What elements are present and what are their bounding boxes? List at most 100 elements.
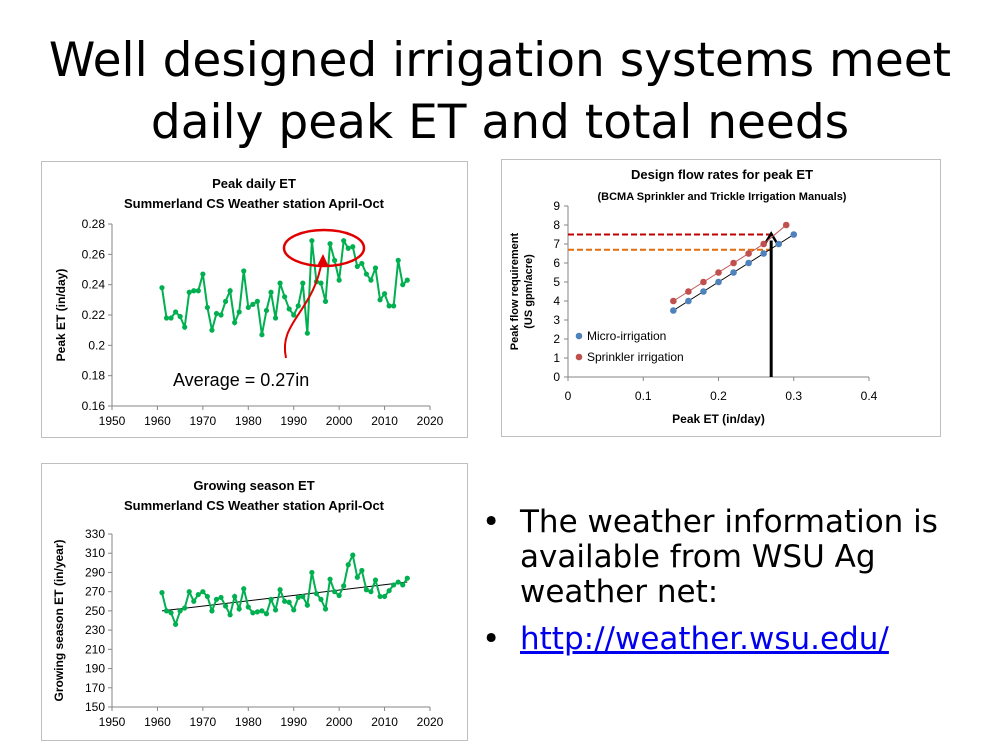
season-et-data-point <box>272 607 279 613</box>
peak-et-data-point <box>400 282 406 288</box>
season-et-data-point <box>209 608 215 614</box>
peak-et-data-point <box>300 280 306 286</box>
peak-et-data-point <box>213 310 220 317</box>
season-et-data-point <box>186 589 192 595</box>
peak-et-x-tick-label: 1970 <box>190 414 217 428</box>
peak-et-data-point <box>295 303 301 309</box>
peak-et-data-point <box>232 319 238 326</box>
flow-x-tick-label: 0 <box>565 389 572 403</box>
flow-micro-point <box>730 269 737 276</box>
flow-x-axis-label: Peak ET (in/day) <box>672 412 765 426</box>
season-et-x-tick-label: 1960 <box>144 715 171 729</box>
season-et-data-point <box>182 605 188 611</box>
season-et-y-tick-label: 150 <box>85 700 105 714</box>
season-et-x-tick-label: 1950 <box>99 715 126 729</box>
peak-et-data-point <box>268 289 274 295</box>
peak-et-data-point <box>182 324 188 330</box>
flow-sprinkler-point <box>782 221 790 229</box>
season-et-data-point <box>163 608 170 614</box>
peak-et-data-point <box>236 309 242 315</box>
season-et-data-point <box>341 583 347 589</box>
peak-et-data-point <box>327 241 333 247</box>
season-et-data-point <box>227 612 233 618</box>
season-et-data-point <box>395 579 401 585</box>
season-et-data-point <box>291 607 297 613</box>
season-et-title: Growing season ET <box>193 478 314 493</box>
peak-et-data-point <box>177 313 183 320</box>
flow-y-tick-label: 8 <box>553 218 560 232</box>
flow-legend-sprinkler-marker <box>575 353 583 361</box>
weather-link[interactable]: http://weather.wsu.edu/ <box>520 621 889 657</box>
peak-et-data-point <box>241 268 247 274</box>
design-flow-svg: Design flow rates for peak ET (BCMA Sprin… <box>509 167 878 426</box>
flow-arrow-head <box>764 231 779 245</box>
flow-sprinkler-point <box>700 278 707 286</box>
growing-season-et-chart: Growing season ET Summerland CS Weather s… <box>41 463 468 741</box>
season-et-data-point <box>354 574 360 580</box>
season-et-data-point <box>400 582 406 588</box>
peak-et-data-point <box>163 315 170 321</box>
flow-legend-micro-marker <box>575 332 583 340</box>
peak-et-data-point <box>282 294 288 300</box>
season-et-data-point <box>259 608 265 614</box>
season-et-data-point <box>327 576 333 582</box>
peak-et-data-point <box>250 301 256 307</box>
season-et-data-point <box>277 587 283 593</box>
season-et-y-tick-label: 270 <box>85 585 105 599</box>
season-et-data-point <box>322 606 329 612</box>
season-et-data-point <box>345 562 351 568</box>
flow-sprinkler-point <box>685 288 692 295</box>
season-et-y-tick-label: 310 <box>85 546 105 560</box>
peak-et-x-tick-label: 1960 <box>144 414 171 428</box>
peak-et-data-point <box>363 271 369 277</box>
peak-et-data-point <box>227 288 233 294</box>
bullet-weather-info: The weather information is available fro… <box>482 505 962 610</box>
peak-et-data-point <box>322 298 329 304</box>
season-et-data-point <box>282 598 288 604</box>
peak-et-data-point <box>259 332 265 338</box>
flow-y-tick-label: 0 <box>553 370 560 384</box>
peak-et-subtitle: Summerland CS Weather station April-Oct <box>124 196 385 211</box>
season-et-data-point <box>391 582 397 588</box>
flow-legend-micro-label: Micro-irrigation <box>587 329 666 343</box>
peak-et-arrow-head <box>317 254 328 266</box>
peak-et-y-tick-label: 0.28 <box>82 217 106 231</box>
bullet-link: http://weather.wsu.edu/ <box>482 621 962 658</box>
slide-title: Well designed irrigation systems meet da… <box>40 30 960 154</box>
peak-et-annotation-arrow <box>283 259 323 359</box>
peak-et-data-point <box>309 238 315 244</box>
peak-et-data-point <box>336 277 342 283</box>
flow-y-tick-label: 3 <box>553 313 560 327</box>
peak-et-data-point <box>391 303 397 309</box>
peak-et-data-point <box>173 309 179 315</box>
season-et-data-point <box>359 567 365 574</box>
season-et-data-point <box>218 594 224 601</box>
peak-et-data-point <box>332 257 338 263</box>
season-et-y-tick-label: 250 <box>85 604 105 618</box>
peak-et-data-point <box>168 315 174 321</box>
season-et-data-point <box>268 596 274 602</box>
flow-y-tick-label: 6 <box>553 256 560 270</box>
design-flow-chart: Design flow rates for peak ET (BCMA Sprin… <box>501 159 941 437</box>
peak-et-x-tick-label: 2010 <box>371 414 398 428</box>
flow-y-tick-label: 7 <box>553 237 560 251</box>
peak-et-highlight-circle <box>282 228 366 268</box>
peak-et-x-tick-label: 1990 <box>280 414 307 428</box>
peak-et-y-tick-label: 0.22 <box>82 308 106 322</box>
flow-micro-point <box>790 231 798 238</box>
peak-et-y-axis-label: Peak ET (in/day) <box>54 269 68 362</box>
season-et-data-point <box>304 602 310 608</box>
flow-micro-point <box>700 288 707 295</box>
season-et-y-tick-label: 210 <box>85 642 105 656</box>
peak-et-data-point <box>354 263 360 270</box>
peak-et-data-point <box>277 280 283 286</box>
season-et-data-point <box>168 610 174 616</box>
season-et-data-point <box>236 606 242 612</box>
bullet-list: The weather information is available fro… <box>482 505 962 669</box>
peak-et-y-tick-label: 0.26 <box>82 247 106 261</box>
flow-subtitle: (BCMA Sprinkler and Trickle Irrigation M… <box>598 191 847 203</box>
peak-et-data-point <box>372 265 379 271</box>
season-et-data-point <box>159 590 165 596</box>
peak-et-data-point <box>245 304 251 311</box>
season-et-data-point <box>263 611 270 617</box>
